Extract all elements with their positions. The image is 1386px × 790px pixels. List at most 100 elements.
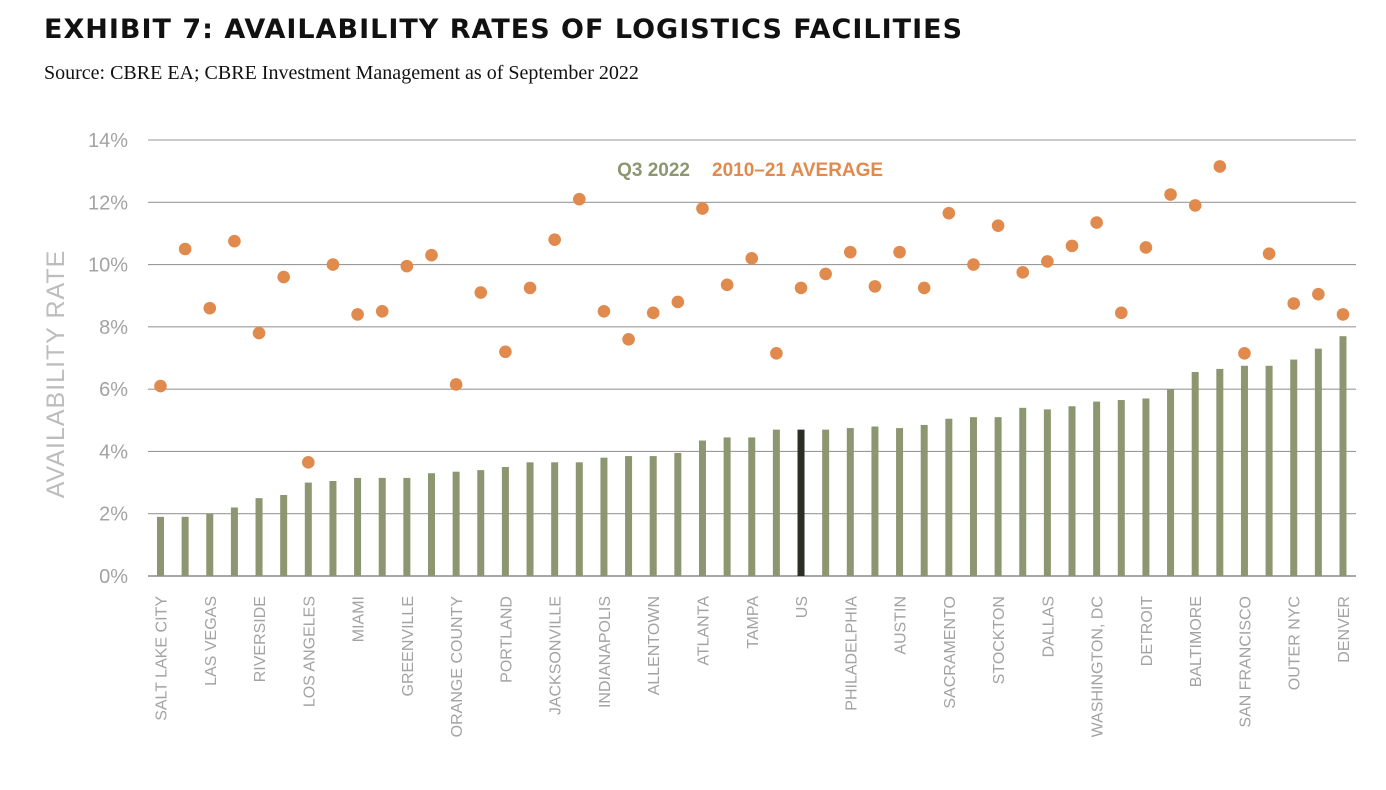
bar bbox=[698, 440, 706, 576]
bar bbox=[1043, 409, 1051, 576]
average-dot bbox=[1065, 239, 1079, 253]
bar bbox=[477, 470, 485, 576]
average-dot bbox=[622, 333, 635, 346]
bar bbox=[969, 417, 977, 576]
average-dot bbox=[1188, 199, 1202, 212]
average-dot bbox=[745, 252, 759, 265]
y-tick-label: 14% bbox=[88, 130, 128, 152]
average-dot bbox=[671, 295, 685, 309]
y-tick-label: 0% bbox=[99, 566, 128, 588]
x-category-label: SAN FRANCISCO bbox=[1237, 596, 1254, 728]
bar bbox=[501, 467, 509, 576]
bar bbox=[181, 516, 189, 576]
bar bbox=[846, 428, 854, 576]
bar bbox=[1093, 401, 1101, 576]
average-dot bbox=[819, 267, 832, 281]
average-dot bbox=[449, 378, 463, 391]
q3-2022-bars bbox=[157, 336, 1347, 576]
bar bbox=[1068, 406, 1076, 576]
average-dot bbox=[351, 308, 364, 321]
average-dots bbox=[154, 160, 1350, 469]
bar bbox=[772, 429, 780, 576]
average-dot bbox=[1262, 247, 1276, 260]
average-dot bbox=[794, 281, 808, 295]
bar bbox=[822, 429, 830, 576]
average-dot bbox=[400, 259, 414, 273]
average-dot bbox=[1336, 308, 1350, 321]
x-category-label: MIAMI bbox=[351, 596, 368, 642]
average-dot bbox=[203, 301, 217, 315]
x-category-label: LOS ANGELES bbox=[301, 596, 318, 707]
average-dot bbox=[967, 258, 980, 271]
average-dot bbox=[893, 245, 906, 259]
average-dot bbox=[597, 304, 611, 318]
average-dot bbox=[696, 202, 709, 215]
average-dot bbox=[474, 286, 488, 299]
bar bbox=[871, 426, 879, 576]
average-dot bbox=[1312, 287, 1325, 301]
bar bbox=[304, 482, 312, 576]
bar bbox=[1167, 389, 1175, 576]
x-category-label: ALLENTOWN bbox=[646, 596, 663, 695]
legend-2010-21-average: 2010–21 AVERAGE bbox=[712, 160, 883, 181]
bar bbox=[575, 462, 583, 576]
bar bbox=[1240, 365, 1248, 576]
bar bbox=[600, 457, 608, 576]
x-category-label: ATLANTA bbox=[695, 596, 712, 666]
y-tick-label: 2% bbox=[99, 504, 128, 526]
bar bbox=[945, 418, 953, 576]
x-category-label: JACKSONVILLE bbox=[548, 596, 565, 715]
average-dot bbox=[523, 281, 537, 295]
x-category-label: WASHINGTON, DC bbox=[1090, 596, 1107, 737]
x-category-label: DETROIT bbox=[1139, 596, 1156, 666]
bar bbox=[674, 452, 682, 576]
average-dot bbox=[720, 278, 734, 292]
x-category-label: GREENVILLE bbox=[400, 596, 417, 696]
bar bbox=[1290, 359, 1298, 576]
x-category-label: TAMPA bbox=[745, 596, 762, 649]
y-tick-label: 4% bbox=[99, 441, 128, 463]
bar bbox=[452, 471, 460, 576]
average-dot bbox=[1213, 160, 1227, 173]
average-dot bbox=[302, 456, 315, 469]
y-axis-ticks: 0% 2% 4% 6% 8% 10% 12% 14% bbox=[88, 130, 128, 588]
bar bbox=[625, 456, 633, 576]
y-tick-label: 6% bbox=[99, 379, 128, 401]
bar bbox=[1117, 400, 1125, 576]
bar bbox=[255, 498, 263, 576]
average-dot bbox=[499, 345, 512, 359]
average-dot bbox=[1016, 266, 1030, 279]
bar bbox=[1314, 348, 1322, 576]
x-category-label: PHILADELPHIA bbox=[843, 596, 860, 711]
bar bbox=[230, 507, 238, 576]
x-category-label: ORANGE COUNTY bbox=[449, 596, 466, 738]
x-category-label: LAS VEGAS bbox=[203, 596, 220, 686]
chart-title: EXHIBIT 7: AVAILABILITY RATES OF LOGISTI… bbox=[44, 14, 964, 45]
y-tick-label: 8% bbox=[99, 317, 128, 339]
bar bbox=[1339, 336, 1347, 576]
x-category-label: BALTIMORE bbox=[1188, 596, 1205, 687]
bar bbox=[723, 437, 731, 576]
x-category-label: RIVERSIDE bbox=[252, 596, 269, 682]
bar bbox=[748, 437, 756, 576]
x-category-label: DENVER bbox=[1336, 596, 1353, 663]
bar bbox=[526, 462, 534, 576]
x-category-label: DALLAS bbox=[1040, 596, 1057, 657]
bar bbox=[280, 495, 288, 576]
average-dot bbox=[1287, 297, 1301, 310]
bar bbox=[896, 428, 904, 576]
average-dot bbox=[843, 245, 857, 259]
bar bbox=[1216, 368, 1224, 576]
bar bbox=[427, 473, 435, 576]
x-category-label: PORTLAND bbox=[498, 596, 515, 683]
average-dot bbox=[942, 206, 956, 220]
bar bbox=[1265, 365, 1273, 576]
average-dot bbox=[178, 242, 192, 256]
bar bbox=[1142, 398, 1150, 576]
average-dot bbox=[154, 379, 167, 393]
bar bbox=[994, 417, 1002, 576]
bar bbox=[354, 477, 362, 576]
average-dot bbox=[1238, 347, 1251, 360]
chart-source-note: Source: CBRE EA; CBRE Investment Managem… bbox=[44, 62, 639, 84]
average-dot bbox=[252, 326, 266, 340]
